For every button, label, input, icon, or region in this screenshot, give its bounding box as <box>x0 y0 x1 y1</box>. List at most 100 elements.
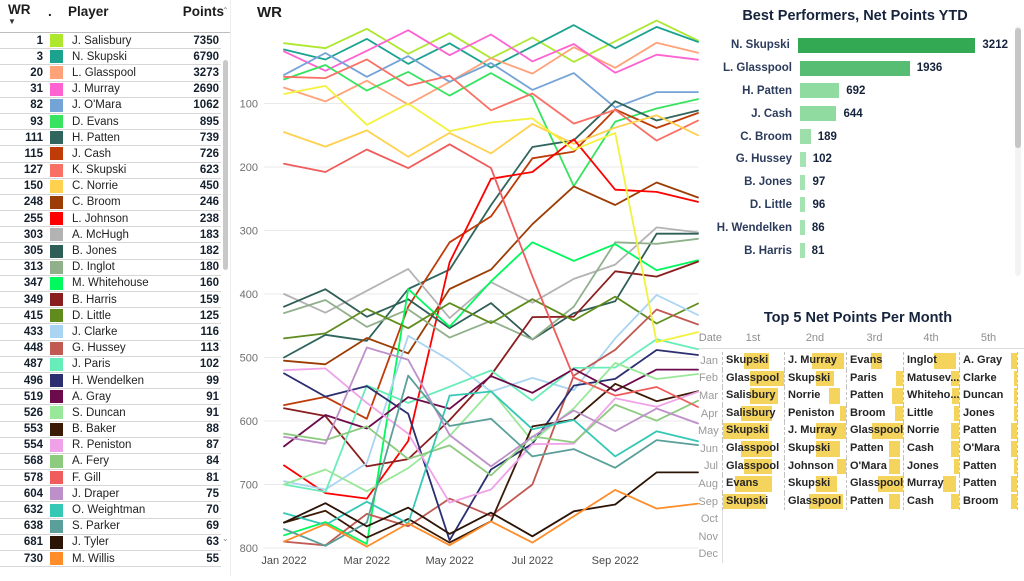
table-row[interactable]: 487 J. Paris 102 <box>0 357 221 373</box>
bar-row[interactable]: B. Jones 97 <box>700 171 1008 194</box>
table-row[interactable]: 31 J. Murray 2690 <box>0 82 221 98</box>
table-row[interactable]: 3 N. Skupski 6790 <box>0 49 221 66</box>
rank-cell[interactable]: Patten <box>959 422 1018 440</box>
player-series-line[interactable] <box>283 232 699 341</box>
rank-cell[interactable]: Patten <box>846 439 903 458</box>
table-row[interactable]: 127 K. Skupski 623 <box>0 163 221 179</box>
player-series-line[interactable] <box>283 64 699 188</box>
rank-cell[interactable]: Paris <box>846 369 903 388</box>
table-row[interactable]: 111 H. Patten 739 <box>0 130 221 147</box>
rank-cell[interactable]: Skupski <box>784 439 846 458</box>
table-row[interactable]: 255 L. Johnson 238 <box>0 211 221 228</box>
bar[interactable] <box>800 129 811 145</box>
rank-cell[interactable]: Little <box>903 404 959 423</box>
bar[interactable] <box>800 60 910 76</box>
wr-column-header[interactable]: WR <box>8 2 31 17</box>
rank-cell[interactable]: Skupski <box>722 422 784 440</box>
best-performers-scrollbar[interactable] <box>1015 26 1021 276</box>
bar-row[interactable]: C. Broom 189 <box>700 125 1008 148</box>
table-row[interactable]: 248 C. Broom 246 <box>0 195 221 212</box>
table-row[interactable]: 433 J. Clarke 116 <box>0 324 221 341</box>
player-series-line[interactable] <box>283 374 699 547</box>
table-row[interactable]: 638 S. Parker 69 <box>0 519 221 535</box>
player-series-line[interactable] <box>283 349 699 542</box>
bar-row[interactable]: G. Hussey 102 <box>700 148 1008 171</box>
rank-cell[interactable]: Peniston <box>784 404 846 423</box>
table-row[interactable]: 526 S. Duncan 91 <box>0 405 221 422</box>
player-series-line[interactable] <box>283 241 699 545</box>
table-row[interactable]: 681 J. Tyler 63 <box>0 535 221 551</box>
bar-row[interactable]: L. Glasspool 1936 <box>700 57 1008 80</box>
rank-cell[interactable]: Broom <box>846 404 903 423</box>
player-series-line[interactable] <box>283 24 699 69</box>
table-row[interactable]: 349 B. Harris 159 <box>0 292 221 309</box>
player-series-line[interactable] <box>283 399 699 477</box>
rank-cell[interactable]: Whiteho... <box>903 387 959 405</box>
bar-row[interactable]: N. Skupski 3212 <box>700 34 1008 57</box>
player-series-line[interactable] <box>283 108 699 420</box>
player-series-line[interactable] <box>283 52 699 109</box>
bar-row[interactable]: H. Patten 692 <box>700 80 1008 103</box>
player-series-line[interactable] <box>283 346 699 468</box>
player-series-line[interactable] <box>283 100 699 359</box>
rank-cell[interactable]: Patten <box>959 457 1018 476</box>
rank-cell[interactable]: Patten <box>846 387 903 405</box>
bar[interactable] <box>800 197 806 213</box>
rank-cell[interactable]: Matusev... <box>903 369 959 388</box>
rank-cell[interactable]: Cash <box>903 492 959 511</box>
bar-row[interactable]: D. Little 96 <box>700 194 1008 217</box>
rank-cell[interactable]: Glasspool <box>846 422 903 440</box>
rank-cell[interactable]: Norrie <box>903 422 959 440</box>
bar-row[interactable]: H. Wendelken 86 <box>700 216 1008 239</box>
rank-cell[interactable]: Cash <box>903 439 959 458</box>
rank-cell[interactable]: Glasspool <box>846 475 903 493</box>
player-series-line[interactable] <box>283 390 699 526</box>
table-row[interactable]: 578 F. Gill 81 <box>0 470 221 487</box>
scrollbar-thumb[interactable] <box>223 60 228 270</box>
rank-cell[interactable]: Skupski <box>722 352 784 370</box>
player-series-line[interactable] <box>283 29 699 74</box>
rank-cell[interactable]: Johnson <box>784 457 846 476</box>
table-row[interactable]: 303 A. McHugh 183 <box>0 227 221 244</box>
table-row[interactable]: 554 R. Peniston 87 <box>0 438 221 454</box>
rank-cell[interactable]: Salisbury <box>722 404 784 423</box>
player-series-line[interactable] <box>283 85 699 344</box>
column-header[interactable]: 1st <box>745 332 761 344</box>
player-series-line[interactable] <box>283 58 699 142</box>
rank-cell[interactable]: Jones <box>959 404 1018 423</box>
table-row[interactable]: 496 H. Wendelken 99 <box>0 373 221 390</box>
player-series-line[interactable] <box>283 114 699 158</box>
rank-cell[interactable]: Patten <box>846 492 903 511</box>
bar[interactable] <box>800 151 806 167</box>
column-header[interactable]: 5th <box>980 332 997 344</box>
column-header[interactable]: 3rd <box>866 332 883 344</box>
player-series-line[interactable] <box>283 308 699 547</box>
rank-cell[interactable]: Clarke <box>959 369 1018 388</box>
player-series-line[interactable] <box>283 237 699 341</box>
table-row[interactable]: 448 G. Hussey 113 <box>0 341 221 357</box>
table-row[interactable]: 730 M. Willis 55 <box>0 551 221 568</box>
rank-cell[interactable]: Murray <box>903 475 959 493</box>
table-row[interactable]: 313 D. Inglot 180 <box>0 260 221 276</box>
bar[interactable] <box>797 37 976 53</box>
bar[interactable] <box>800 106 837 122</box>
rank-cell[interactable]: Glasspool <box>784 492 846 511</box>
rank-cell[interactable]: J. Murray <box>784 352 846 370</box>
rank-cell[interactable]: Salisbury <box>722 387 784 405</box>
table-row[interactable]: 305 B. Jones 182 <box>0 243 221 260</box>
rank-cell[interactable]: Skupski <box>784 475 846 493</box>
bar[interactable] <box>800 83 840 99</box>
rank-cell[interactable]: Inglot <box>903 352 959 370</box>
player-series-line[interactable] <box>283 295 699 340</box>
rank-cell[interactable]: A. Gray <box>959 352 1018 370</box>
bar-row[interactable]: B. Harris 81 <box>700 239 1008 262</box>
player-series-line[interactable] <box>283 368 699 448</box>
table-row[interactable]: 632 O. Weightman 70 <box>0 502 221 519</box>
rank-cell[interactable]: Broom <box>959 492 1018 511</box>
table-row[interactable]: 568 A. Fery 84 <box>0 454 221 471</box>
ranking-scrollbar[interactable]: ⌃ ⌄ <box>221 0 230 576</box>
player-series-line[interactable] <box>283 143 699 408</box>
player-series-line[interactable] <box>283 181 699 366</box>
rank-cell[interactable]: Norrie <box>784 387 846 405</box>
